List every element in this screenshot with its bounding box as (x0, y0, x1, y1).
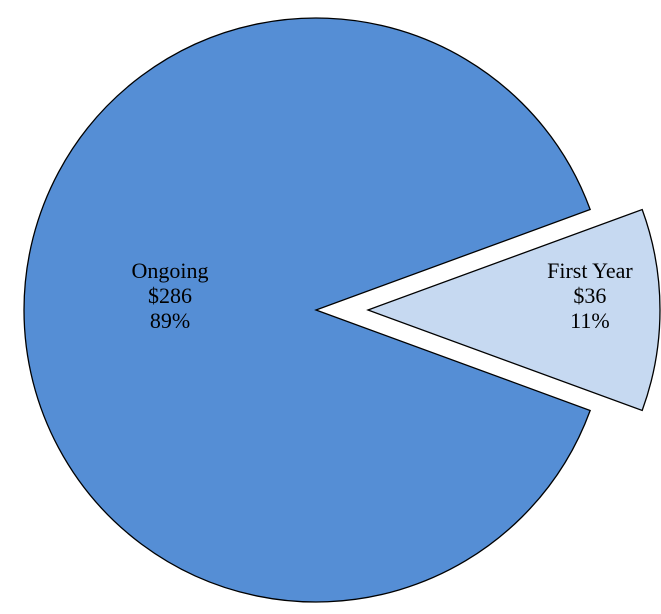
slice-label: First Year (547, 258, 633, 283)
slice-label: Ongoing (132, 258, 209, 283)
pie-slice (366, 208, 661, 412)
slice-value: $286 (148, 283, 192, 308)
pie-slice (23, 17, 592, 603)
slice-value: $36 (573, 283, 606, 308)
slice-percent: 89% (150, 308, 190, 333)
slice-percent: 11% (570, 308, 610, 333)
